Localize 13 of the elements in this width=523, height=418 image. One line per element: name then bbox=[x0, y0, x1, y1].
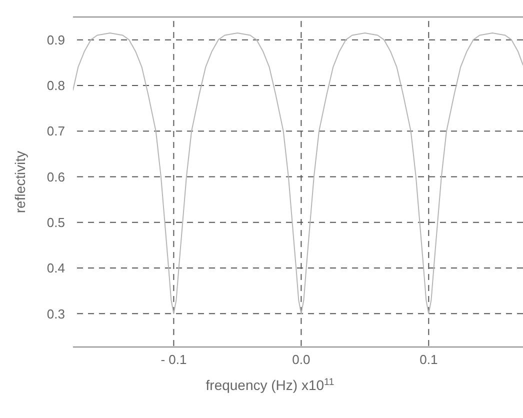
y-tick-label: 0.7 bbox=[46, 124, 65, 139]
line-series bbox=[73, 32, 523, 314]
y-axis-title: reflectivity bbox=[12, 150, 28, 214]
y-tick-label: 0.5 bbox=[46, 215, 65, 230]
x-tick-label: - 0.1 bbox=[160, 352, 187, 368]
y-tick-label: 0.4 bbox=[46, 260, 65, 276]
x-tick-label: 0.1 bbox=[420, 352, 438, 368]
x-tick-label: 0.0 bbox=[292, 352, 310, 368]
y-tick-label: 0.3 bbox=[46, 306, 65, 322]
y-tick-label: 0.6 bbox=[46, 169, 65, 184]
y-tick-label: 0.8 bbox=[46, 78, 65, 94]
y-tick-label: 0.9 bbox=[46, 32, 65, 48]
x-axis-title: frequency (Hz) x10$^{11}$ bbox=[206, 376, 334, 393]
